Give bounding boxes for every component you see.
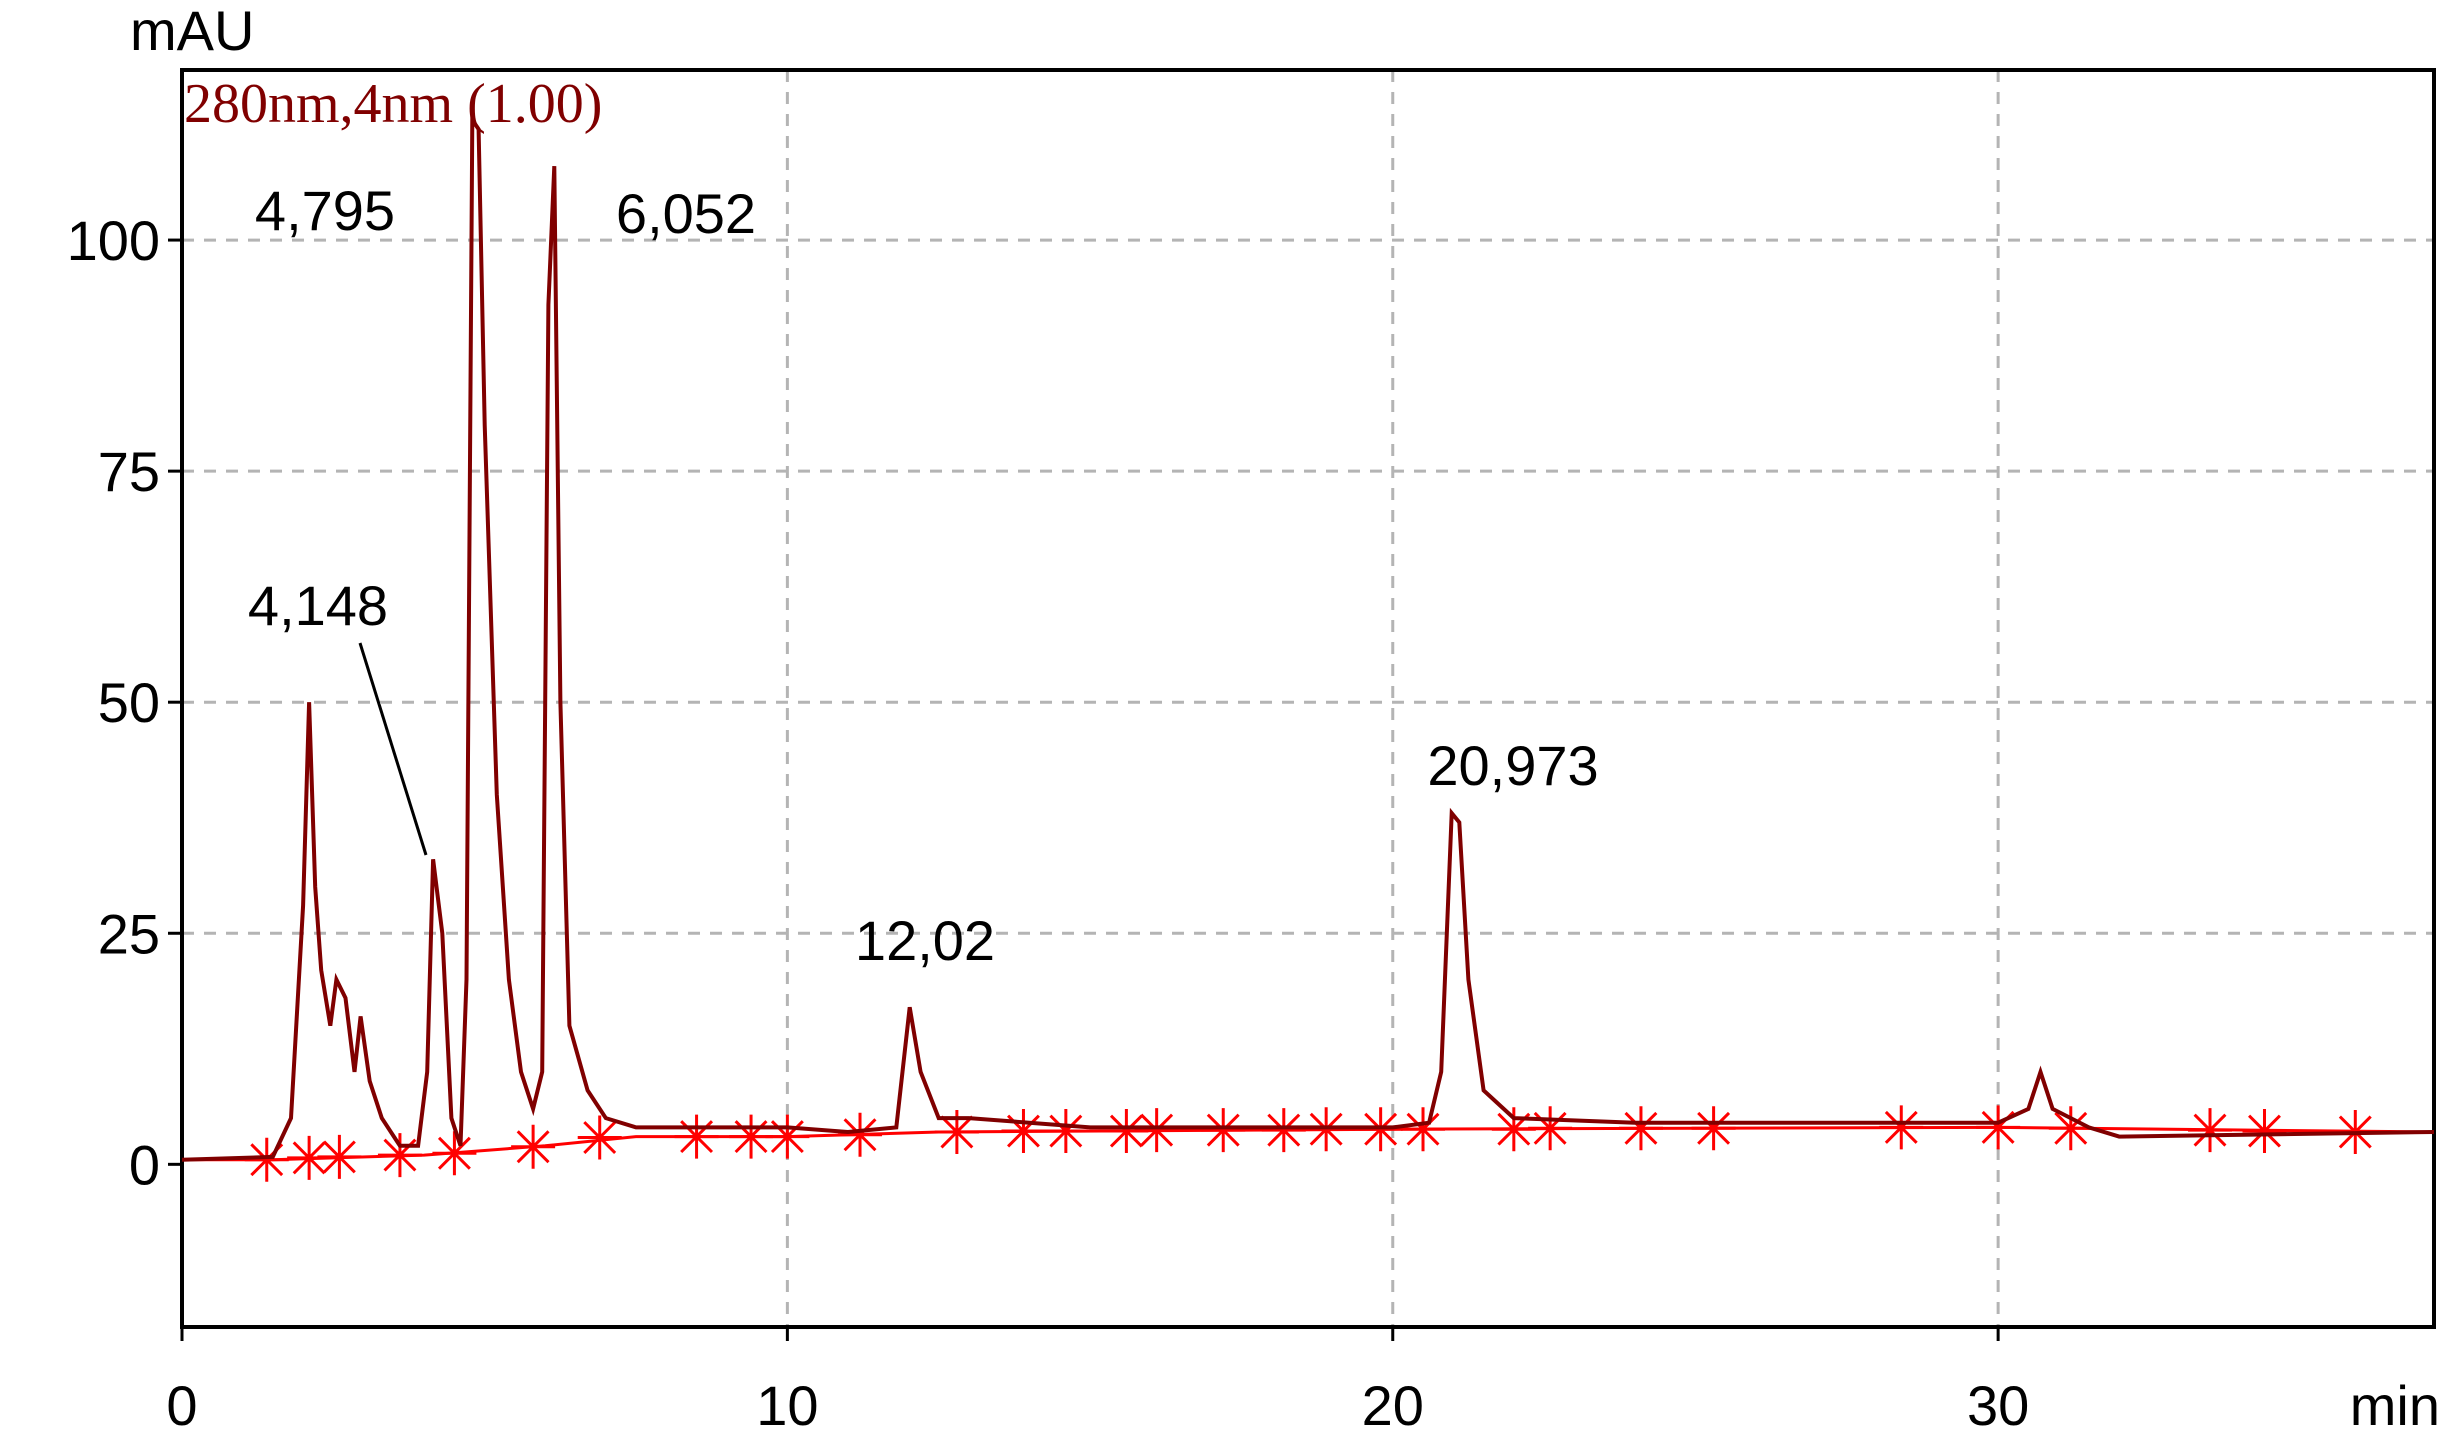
leader-line <box>358 642 428 856</box>
integration-marker <box>1879 1105 1924 1150</box>
integration-marker <box>1618 1106 1663 1151</box>
integration-marker <box>287 1135 332 1180</box>
y-tick-label: 75 <box>98 440 160 503</box>
x-tick-label: 0 <box>166 1374 197 1437</box>
y-tick-label: 25 <box>98 902 160 965</box>
integration-marker <box>377 1133 422 1178</box>
integration-marker <box>1001 1109 1046 1154</box>
peak-label: 4,795 <box>255 179 395 242</box>
peak-label: 20,973 <box>1427 734 1598 797</box>
integration-marker <box>1691 1106 1736 1151</box>
integration-marker <box>1491 1107 1536 1152</box>
integration-marker <box>317 1134 362 1179</box>
y-axis-label: mAU <box>130 0 254 62</box>
x-tick-label: 30 <box>1967 1374 2029 1437</box>
integration-marker <box>1043 1109 1088 1154</box>
integration-marker <box>729 1114 774 1159</box>
legend-entry: 280nm,4nm (1.00) <box>184 73 602 135</box>
integration-marker <box>1261 1108 1306 1153</box>
y-tick-label: 0 <box>129 1133 160 1196</box>
integration-marker <box>1976 1105 2021 1150</box>
integration-marker <box>2048 1106 2093 1151</box>
integration-marker <box>934 1109 979 1154</box>
integration-marker <box>1201 1108 1246 1153</box>
integration-marker <box>1401 1107 1446 1152</box>
integration-marker <box>674 1114 719 1159</box>
y-tick-label: 100 <box>67 209 160 272</box>
integration-marker <box>511 1124 556 1169</box>
x-tick-label: 20 <box>1362 1374 1424 1437</box>
integration-marker <box>432 1131 477 1176</box>
integration-marker <box>244 1137 289 1182</box>
x-axis-label: min <box>2350 1374 2440 1437</box>
integration-marker <box>2188 1108 2233 1153</box>
x-tick-label: 10 <box>756 1374 818 1437</box>
integration-marker <box>765 1114 810 1159</box>
series-line <box>181 113 2435 1162</box>
peak-label: 4,148 <box>248 574 388 637</box>
plot-frame <box>180 68 2436 1329</box>
integration-marker <box>1528 1106 1573 1151</box>
integration-marker <box>577 1115 622 1160</box>
integration-marker <box>838 1112 883 1157</box>
y-tick-label: 50 <box>98 671 160 734</box>
peak-label: 12,02 <box>855 909 995 972</box>
peak-label: 6,052 <box>616 182 756 245</box>
integration-marker <box>1134 1108 1179 1153</box>
integration-marker <box>2242 1109 2287 1154</box>
integration-marker <box>1104 1109 1149 1154</box>
